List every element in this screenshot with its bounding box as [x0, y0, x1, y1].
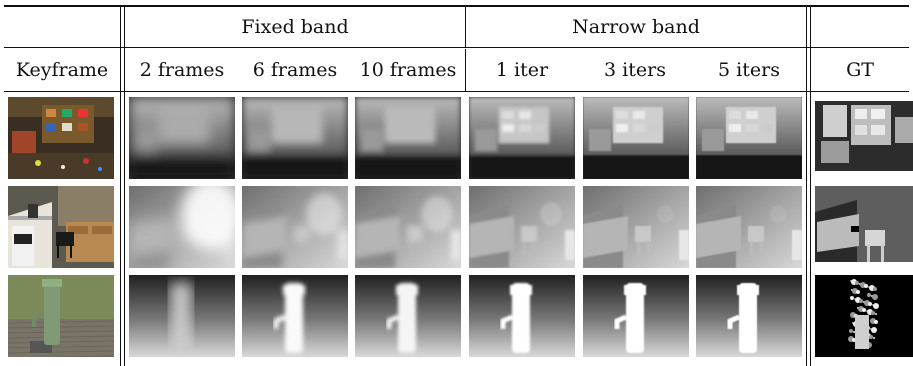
gt-double-bar-b [810, 7, 811, 366]
column-header-3-iters: 3 iters [604, 59, 666, 81]
depth-map-image-row-1-i5 [696, 97, 802, 179]
column-header-6-frames: 6 frames [252, 59, 338, 81]
column-header-1-iter: 1 iter [495, 59, 549, 81]
keyframe-double-bar-a [120, 7, 121, 366]
depth-map-image-row-3-i1 [469, 275, 575, 357]
column-header-keyframe: Keyframe [15, 59, 109, 81]
depth-map-image-row-1-f10 [355, 97, 461, 179]
ground-truth-depth-image-row-1-gt [815, 97, 913, 179]
depth-map-image-row-1-f6 [242, 97, 348, 179]
top-rule [4, 5, 909, 7]
depth-map-image-row-2-f2 [129, 186, 235, 268]
column-header-2-frames: 2 frames [139, 59, 225, 81]
keyframe-double-bar-b [124, 7, 125, 366]
depth-map-image-row-2-i1 [469, 186, 575, 268]
header-bottom-rule [4, 91, 909, 92]
depth-map-image-row-1-f2 [129, 97, 235, 179]
depth-map-image-row-3-f2 [129, 275, 235, 357]
keyframe-image-row-3-keyframe [8, 275, 114, 357]
depth-map-image-row-3-f6 [242, 275, 348, 357]
column-header-5-iters: 5 iters [718, 59, 780, 81]
depth-map-image-row-2-i5 [696, 186, 802, 268]
keyframe-image-row-1-keyframe [8, 97, 114, 179]
depth-map-image-row-2-i3 [583, 186, 689, 268]
depth-map-image-row-2-f6 [242, 186, 348, 268]
mid-rule [4, 47, 909, 48]
narrow-band-header: Narrow band [572, 16, 700, 38]
column-header-10-frames: 10 frames [359, 59, 457, 81]
band-separator-upper [465, 7, 466, 47]
ground-truth-depth-image-row-3-gt [815, 275, 913, 357]
column-header-gt: GT [846, 59, 874, 81]
band-separator-lower [465, 49, 466, 91]
gt-double-bar-a [806, 7, 807, 366]
depth-map-image-row-2-f10 [355, 186, 461, 268]
keyframe-image-row-2-keyframe [8, 186, 114, 268]
depth-map-image-row-3-i5 [696, 275, 802, 357]
fixed-band-header: Fixed band [241, 16, 349, 38]
depth-map-image-row-3-f10 [355, 275, 461, 357]
ground-truth-depth-image-row-2-gt [815, 186, 913, 268]
depth-map-image-row-1-i3 [583, 97, 689, 179]
depth-map-image-row-3-i3 [583, 275, 689, 357]
depth-map-image-row-1-i1 [469, 97, 575, 179]
